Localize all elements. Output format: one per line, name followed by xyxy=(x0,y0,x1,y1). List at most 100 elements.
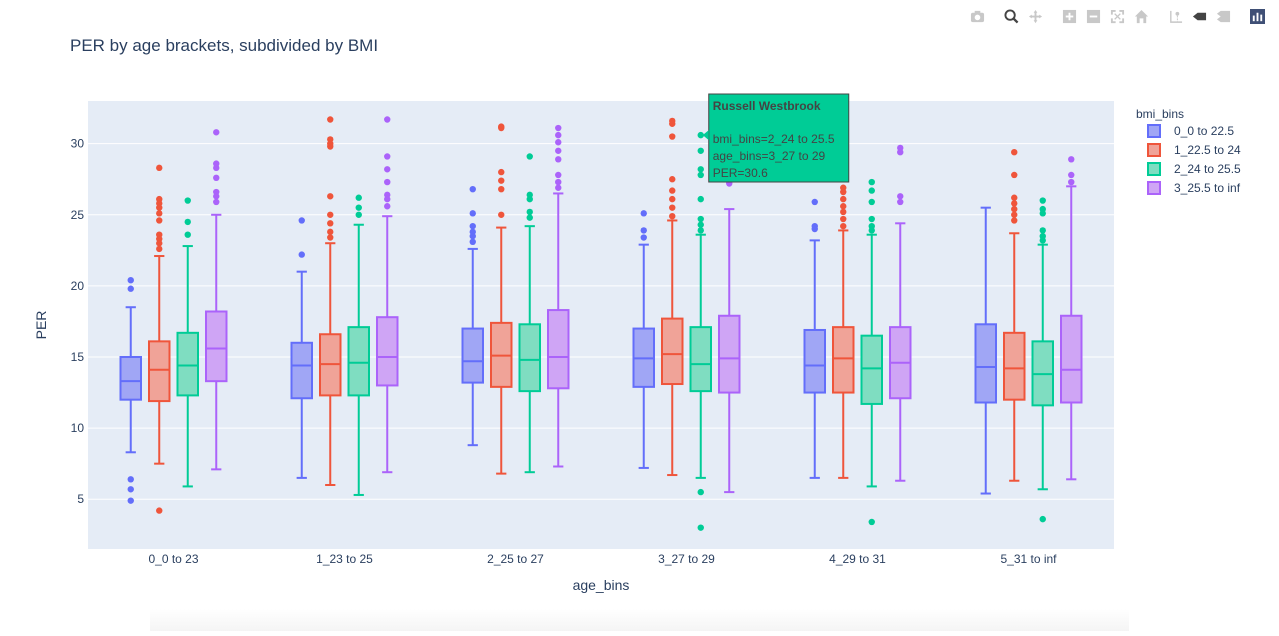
outlier-point[interactable] xyxy=(669,195,676,203)
series-group[interactable] xyxy=(148,116,1026,514)
outlier-point[interactable] xyxy=(868,518,875,526)
outlier-point[interactable] xyxy=(298,217,305,224)
outlier-point[interactable] xyxy=(156,204,163,211)
outlier-point[interactable] xyxy=(384,203,391,210)
outlier-point[interactable] xyxy=(555,156,562,163)
home-icon[interactable] xyxy=(1129,4,1153,28)
outlier-point[interactable] xyxy=(327,116,334,123)
outlier-point[interactable] xyxy=(498,211,505,218)
outlier-point[interactable] xyxy=(1068,171,1075,179)
outlier-point[interactable] xyxy=(384,195,391,203)
outlier-point[interactable] xyxy=(555,124,562,132)
outlier-point[interactable] xyxy=(156,240,163,247)
outlier-point[interactable] xyxy=(669,213,676,220)
legend-item[interactable]: 0_0 to 22.5 xyxy=(1147,124,1234,138)
box[interactable] xyxy=(1060,314,1083,404)
series-group[interactable] xyxy=(119,185,997,504)
outlier-point[interactable] xyxy=(156,164,163,172)
outlier-point[interactable] xyxy=(184,231,191,238)
outlier-point[interactable] xyxy=(669,204,676,211)
outlier-point[interactable] xyxy=(327,234,334,241)
outlier-point[interactable] xyxy=(213,129,220,136)
outlier-point[interactable] xyxy=(384,153,391,160)
outlier-point[interactable] xyxy=(697,131,704,139)
outlier-point[interactable] xyxy=(1068,156,1075,163)
outlier-point[interactable] xyxy=(840,215,847,223)
outlier-point[interactable] xyxy=(469,232,476,240)
series-group[interactable] xyxy=(205,116,1083,494)
outlier-point[interactable] xyxy=(1011,200,1018,207)
box[interactable] xyxy=(718,314,741,394)
outlier-point[interactable] xyxy=(697,488,704,496)
outlier-point[interactable] xyxy=(526,208,533,216)
camera-icon[interactable] xyxy=(965,4,989,28)
outlier-point[interactable] xyxy=(669,133,676,140)
outlier-point[interactable] xyxy=(840,208,847,216)
outlier-point[interactable] xyxy=(156,210,163,217)
outlier-point[interactable] xyxy=(555,131,562,139)
outlier-point[interactable] xyxy=(384,116,391,123)
outlier-point[interactable] xyxy=(840,195,847,203)
zoom-icon[interactable] xyxy=(999,4,1023,28)
outlier-point[interactable] xyxy=(469,238,476,245)
box[interactable] xyxy=(119,356,142,401)
outlier-point[interactable] xyxy=(384,178,391,186)
outlier-point[interactable] xyxy=(526,153,533,160)
outlier-point[interactable] xyxy=(555,147,562,154)
outlier-point[interactable] xyxy=(384,166,391,173)
box[interactable] xyxy=(689,326,712,393)
outlier-point[interactable] xyxy=(555,139,562,146)
hover-closest-icon[interactable] xyxy=(1187,4,1211,28)
outlier-point[interactable] xyxy=(1039,210,1046,217)
box[interactable] xyxy=(290,341,313,400)
outlier-point[interactable] xyxy=(184,218,191,226)
box[interactable] xyxy=(860,334,883,405)
outlier-point[interactable] xyxy=(897,149,904,156)
outlier-point[interactable] xyxy=(213,174,220,181)
outlier-point[interactable] xyxy=(327,143,334,150)
outlier-point[interactable] xyxy=(127,497,134,504)
outlier-point[interactable] xyxy=(355,194,362,201)
box[interactable] xyxy=(205,310,228,383)
spike-lines-icon[interactable] xyxy=(1163,4,1187,28)
outlier-point[interactable] xyxy=(697,195,704,203)
outlier-point[interactable] xyxy=(868,198,875,206)
outlier-point[interactable] xyxy=(697,171,704,179)
plotly-logo-icon[interactable] xyxy=(1245,4,1269,28)
outlier-point[interactable] xyxy=(811,198,818,206)
legend-item[interactable]: 3_25.5 to inf xyxy=(1147,181,1241,195)
box[interactable] xyxy=(461,327,484,384)
outlier-point[interactable] xyxy=(840,188,847,196)
outlier-point[interactable] xyxy=(184,197,191,204)
box[interactable] xyxy=(661,317,684,386)
outlier-point[interactable] xyxy=(526,195,533,203)
outlier-point[interactable] xyxy=(1011,149,1018,156)
outlier-point[interactable] xyxy=(1039,227,1046,234)
outlier-point[interactable] xyxy=(498,124,505,132)
box[interactable] xyxy=(974,323,997,404)
box[interactable] xyxy=(803,328,826,394)
box[interactable] xyxy=(376,316,399,387)
box[interactable] xyxy=(176,331,199,397)
outlier-point[interactable] xyxy=(355,211,362,218)
outlier-point[interactable] xyxy=(1011,205,1018,213)
outlier-point[interactable] xyxy=(697,227,704,234)
outlier-point[interactable] xyxy=(555,171,562,179)
outlier-point[interactable] xyxy=(840,222,847,230)
outlier-point[interactable] xyxy=(897,193,904,200)
outlier-point[interactable] xyxy=(156,507,163,514)
outlier-point[interactable] xyxy=(640,227,647,234)
outlier-point[interactable] xyxy=(868,187,875,194)
outlier-point[interactable] xyxy=(213,164,220,172)
outlier-point[interactable] xyxy=(897,198,904,206)
outlier-point[interactable] xyxy=(1011,217,1018,224)
outlier-point[interactable] xyxy=(1068,178,1075,186)
outlier-point[interactable] xyxy=(697,147,704,154)
outlier-point[interactable] xyxy=(127,285,134,292)
series-group[interactable] xyxy=(176,131,1054,531)
outlier-point[interactable] xyxy=(811,225,818,233)
zoom-in-icon[interactable] xyxy=(1057,4,1081,28)
legend-item[interactable]: 2_24 to 25.5 xyxy=(1147,162,1241,176)
outlier-point[interactable] xyxy=(498,185,505,193)
zoom-out-icon[interactable] xyxy=(1081,4,1105,28)
